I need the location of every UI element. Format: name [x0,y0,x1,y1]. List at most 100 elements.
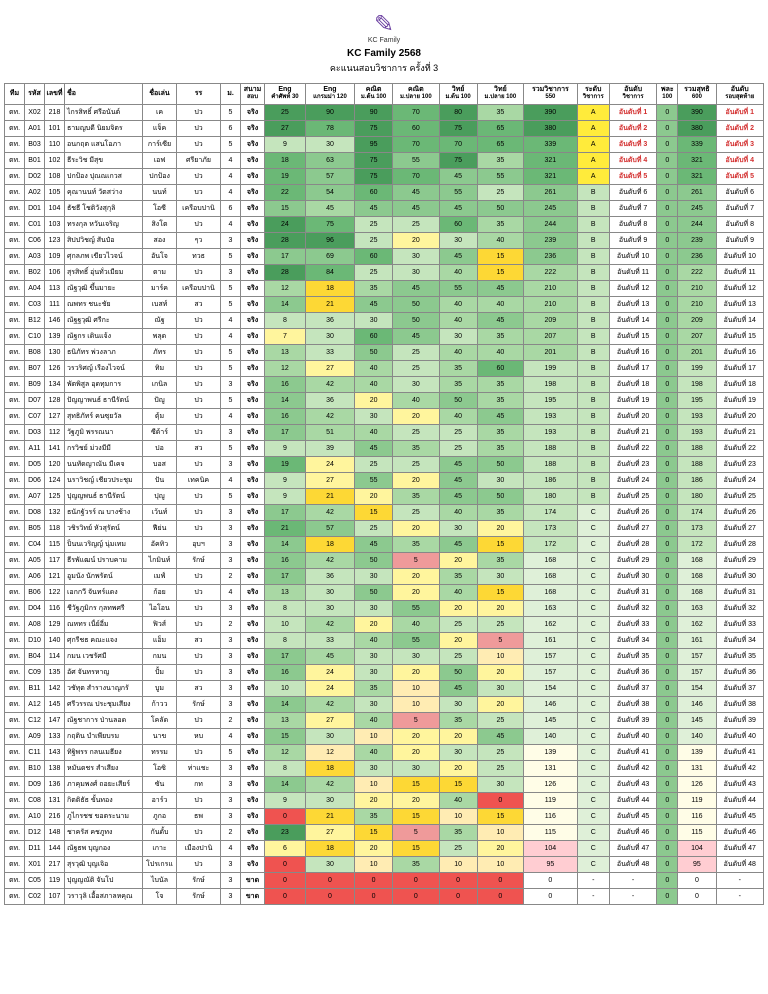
cell: 35 [439,824,477,840]
cell: อันโจ [143,248,177,264]
cell: 2 [221,824,241,840]
cell: สุรวุฒิ บุญเจิอ [65,856,143,872]
cell: ซีด้าร์ [143,424,177,440]
cell: 36 [305,568,354,584]
cell: 114 [45,648,65,664]
cell: ภูไกรชช ขอตระนาม [65,808,143,824]
cell: 25 [355,232,393,248]
cell: 0 [657,840,678,856]
cell: ณพทร ชนะชัย [65,296,143,312]
cell: กรวิชย์ ม่วงมีมี [65,440,143,456]
cell: อันดับที่ 10 [609,248,656,264]
cell: 4 [221,728,241,744]
cell: ตท. [5,504,25,520]
cell: 168 [678,568,716,584]
cell: อันดับที่ 45 [716,808,763,824]
cell: 124 [45,472,65,488]
cell: เครือบปานิ [177,280,221,296]
cell: A02 [25,184,45,200]
table-row: ตท.D10140ศุกรีชธ คณะแจงแอ็มสว3จริง833405… [5,632,764,648]
cell: ปว [177,616,221,632]
cell: ตท. [5,712,25,728]
cell: 18 [305,280,354,296]
cell: 3 [221,872,241,888]
cell: ปว [177,376,221,392]
cell: 115 [524,824,577,840]
cell: ธีรพัแฒน์ ปราบคาม [65,552,143,568]
cell: 3 [221,792,241,808]
cell: ตท. [5,344,25,360]
cell: ปว [177,360,221,376]
cell: 0 [657,680,678,696]
cell: จริง [241,136,265,152]
cell: นนท์ [143,184,177,200]
cell: สว [177,440,221,456]
cell: เค [143,104,177,120]
cell: อันดับที่ 9 [609,232,656,248]
cell: จริง [241,760,265,776]
cell: 147 [45,712,65,728]
cell: 104 [524,840,577,856]
cell: ตท. [5,456,25,472]
cell: อันดับที่ 1 [609,104,656,120]
cell: 50 [355,584,393,600]
cell: อันดับที่ 1 [716,104,763,120]
cell: B [577,280,609,296]
cell: จริง [241,776,265,792]
cell: C [577,776,609,792]
cell: อันดับที่ 12 [716,280,763,296]
cell: 163 [524,600,577,616]
cell: 40 [439,584,477,600]
cell: A04 [25,280,45,296]
cell: 0 [657,872,678,888]
cell: 0 [657,744,678,760]
cell: 222 [524,264,577,280]
cell: ปว [177,328,221,344]
cell: 63 [305,152,354,168]
cell: 210 [678,296,716,312]
cell: ตท. [5,136,25,152]
cell: อันดับที่ 24 [716,472,763,488]
cell: 198 [524,376,577,392]
cell: A11 [25,440,45,456]
cell: D12 [25,824,45,840]
cell: ธัชธี โชติวังสุกุลิ [65,200,143,216]
cell: 261 [524,184,577,200]
cell: 146 [678,696,716,712]
table-row: ตท.C07127สุทธิภัทร์ คนซุยวัลตุ้มปว4จริง1… [5,408,764,424]
cell: 3 [221,648,241,664]
cell: 0 [393,888,440,904]
cell: 27 [305,360,354,376]
cell: อันดับที่ 41 [716,744,763,760]
cell: 321 [524,152,577,168]
cell: B [577,328,609,344]
cell: 4 [221,408,241,424]
cell: 148 [45,824,65,840]
cell: อันดับที่ 16 [716,344,763,360]
cell: จริง [241,392,265,408]
cell: พลุด [143,328,177,344]
cell: 0 [439,888,477,904]
cell: 25 [355,520,393,536]
cell: ณัฐชาการ ป่านลอด [65,712,143,728]
cell: 0 [678,888,716,904]
cell: 15 [477,248,524,264]
cell: ธนัภฐัวรร์ ณ บางช้าง [65,504,143,520]
cell: เอกกวี จันทร์แดง [65,584,143,600]
cell: 3 [221,536,241,552]
cell: 136 [45,776,65,792]
cell: 210 [678,280,716,296]
cell: 157 [524,664,577,680]
table-row: ตท.D04116ชีวัฐภูมิกร กุลทพศรีไอโอนปว3จริ… [5,600,764,616]
cell: 51 [305,424,354,440]
cell: ตท. [5,200,25,216]
cell: 20 [355,840,393,856]
cell: อันดับที่ 44 [609,792,656,808]
cell: A07 [25,488,45,504]
cell: 45 [439,168,477,184]
cell: 17 [265,504,306,520]
cell: ป็นนเวริญญ์ นุ่มเทม [65,536,143,552]
cell: อันดับที่ 17 [716,360,763,376]
cell: A10 [25,808,45,824]
cell: รักษ์ [177,888,221,904]
